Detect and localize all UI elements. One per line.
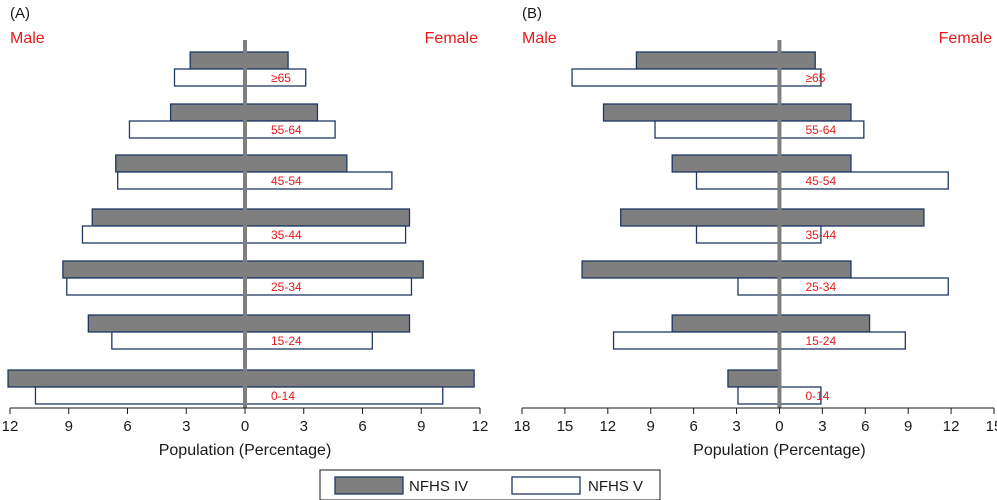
bar-male-nfhs-iv-1 (671, 314, 781, 333)
age-label-4: 45-54 (805, 174, 836, 188)
x-tick-label-2: 6 (123, 418, 131, 435)
x-axis-title: Population (Percentage) (693, 442, 866, 459)
bar-male-nfhs-iv-2 (62, 260, 246, 279)
bar-male-nfhs-iv-1 (87, 314, 246, 333)
x-tick-label-0: 18 (514, 418, 531, 435)
age-label-5: 55-64 (271, 123, 302, 137)
bar-female-nfhs-iv-2 (244, 260, 424, 279)
bar-male-nfhs-iv-4 (671, 154, 781, 173)
bar-male-nfhs-iv-0 (727, 369, 781, 388)
x-tick-label-6: 0 (775, 418, 783, 435)
bar-male-nfhs-v-2 (66, 277, 246, 296)
age-label-6: ≥65 (271, 71, 291, 85)
age-label-1: 15-24 (805, 334, 836, 348)
bar-female-nfhs-iv-3 (244, 208, 411, 227)
bar-female-nfhs-iv-3 (778, 208, 925, 227)
bar-male-nfhs-v-5 (128, 120, 246, 139)
age-label-5: 55-64 (805, 123, 836, 137)
bar-male-nfhs-iv-6 (189, 51, 246, 70)
age-label-3: 35-44 (271, 228, 302, 242)
legend-label-nfhs-v: NFHS V (588, 478, 643, 495)
x-tick-label-7: 3 (818, 418, 826, 435)
bar-female-nfhs-v-2 (244, 277, 413, 296)
x-tick-label-5: 3 (300, 418, 308, 435)
bar-female-nfhs-v-3 (244, 225, 407, 244)
x-tick-label-5: 3 (732, 418, 740, 435)
bar-female-nfhs-v-1 (244, 331, 373, 350)
x-tick-label-7: 9 (417, 418, 425, 435)
bar-male-nfhs-v-3 (81, 225, 246, 244)
x-tick-label-0: 12 (2, 418, 19, 435)
age-label-2: 25-34 (805, 280, 836, 294)
legend: NFHS IV NFHS V (319, 469, 661, 500)
legend-swatch-nfhs-v (511, 476, 581, 495)
panel-tag: (A) (10, 5, 30, 22)
age-label-3: 35-44 (805, 228, 836, 242)
bar-male-nfhs-iv-3 (620, 208, 781, 227)
panel-tag: (B) (522, 5, 542, 22)
bar-male-nfhs-iv-5 (602, 103, 781, 122)
age-label-2: 25-34 (271, 280, 302, 294)
female-label: Female (939, 30, 992, 47)
x-tick-label-3: 9 (647, 418, 655, 435)
bar-female-nfhs-iv-0 (244, 369, 475, 388)
age-label-1: 15-24 (271, 334, 302, 348)
bar-female-nfhs-v-1 (778, 331, 906, 350)
bar-male-nfhs-v-6 (571, 68, 781, 87)
x-tick-label-4: 6 (689, 418, 697, 435)
x-tick-label-8: 6 (861, 418, 869, 435)
x-tick-label-1: 9 (65, 418, 73, 435)
bar-male-nfhs-v-1 (612, 331, 781, 350)
male-label: Male (10, 30, 45, 47)
panel-b: (B) Male Female 0-14 15-24 25-34 35-44 45-54 55-… (514, 5, 997, 459)
female-label: Female (425, 30, 478, 47)
bar-male-nfhs-v-6 (173, 68, 246, 87)
x-tick-label-1: 15 (557, 418, 574, 435)
bar-male-nfhs-iv-3 (91, 208, 246, 227)
x-tick-label-4: 0 (241, 418, 249, 435)
x-axis-title: Population (Percentage) (159, 442, 332, 459)
age-label-4: 45-54 (271, 174, 302, 188)
x-tick-label-11: 15 (986, 418, 997, 435)
age-label-6: ≥65 (805, 71, 825, 85)
bar-female-nfhs-iv-6 (778, 51, 816, 70)
x-tick-label-2: 12 (599, 418, 616, 435)
bar-male-nfhs-iv-0 (7, 369, 246, 388)
age-label-0: 0-14 (805, 389, 829, 403)
x-tick-label-8: 12 (472, 418, 489, 435)
bar-female-nfhs-iv-4 (244, 154, 348, 173)
bar-female-nfhs-iv-1 (244, 314, 411, 333)
bar-male-nfhs-v-2 (737, 277, 781, 296)
bar-female-nfhs-iv-2 (778, 260, 852, 279)
x-tick-label-9: 9 (904, 418, 912, 435)
bar-female-nfhs-iv-4 (778, 154, 852, 173)
bar-male-nfhs-v-3 (695, 225, 781, 244)
bar-male-nfhs-v-5 (654, 120, 781, 139)
bar-male-nfhs-iv-4 (115, 154, 246, 173)
legend-swatch-nfhs-iv (334, 476, 404, 495)
bar-female-nfhs-iv-6 (244, 51, 289, 70)
bar-male-nfhs-iv-5 (169, 103, 246, 122)
legend-label-nfhs-iv: NFHS IV (409, 478, 468, 495)
bar-female-nfhs-iv-1 (778, 314, 871, 333)
bar-male-nfhs-iv-2 (581, 260, 781, 279)
bar-male-nfhs-v-4 (117, 171, 246, 190)
panel-a: (A) Male Female 0-14 15-24 25-34 35-44 45-54 55-… (2, 5, 489, 459)
bar-female-nfhs-iv-5 (778, 103, 852, 122)
male-label: Male (522, 30, 557, 47)
bar-male-nfhs-iv-6 (635, 51, 781, 70)
x-tick-label-10: 12 (943, 418, 960, 435)
bar-male-nfhs-v-4 (695, 171, 781, 190)
bar-male-nfhs-v-0 (737, 386, 781, 405)
bar-male-nfhs-v-1 (111, 331, 246, 350)
bar-male-nfhs-v-0 (34, 386, 246, 405)
bar-female-nfhs-iv-5 (244, 103, 319, 122)
age-label-0: 0-14 (271, 389, 295, 403)
bar-female-nfhs-v-4 (244, 171, 393, 190)
x-tick-label-6: 6 (358, 418, 366, 435)
x-tick-label-3: 3 (182, 418, 190, 435)
